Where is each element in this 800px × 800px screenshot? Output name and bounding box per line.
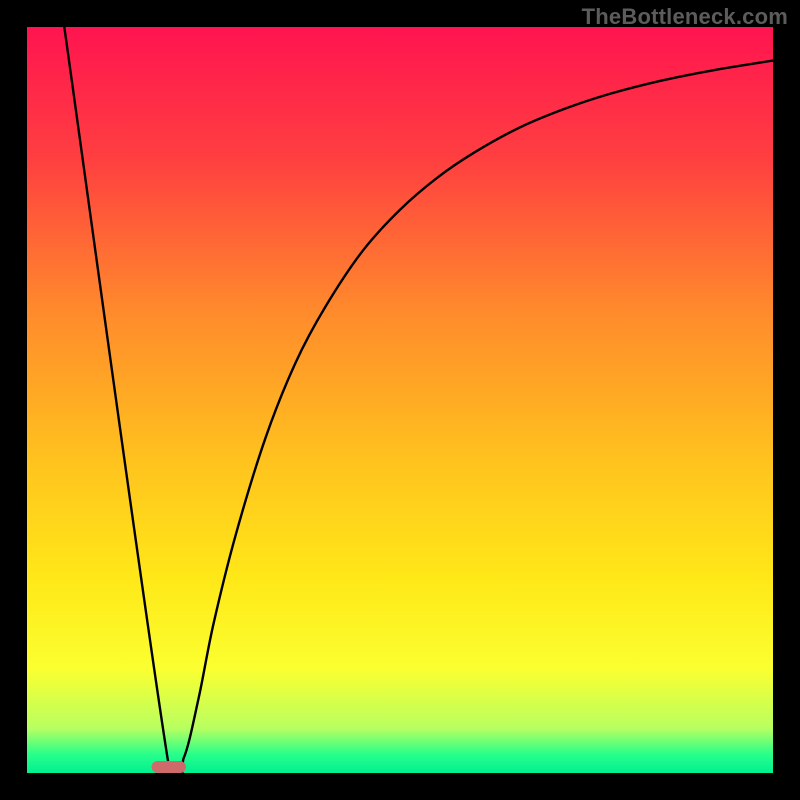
chart-outer-frame: TheBottleneck.com [0, 0, 800, 800]
gradient-background [27, 27, 773, 773]
optimal-marker [152, 761, 186, 773]
plot-area [27, 27, 773, 773]
chart-svg [27, 27, 773, 773]
